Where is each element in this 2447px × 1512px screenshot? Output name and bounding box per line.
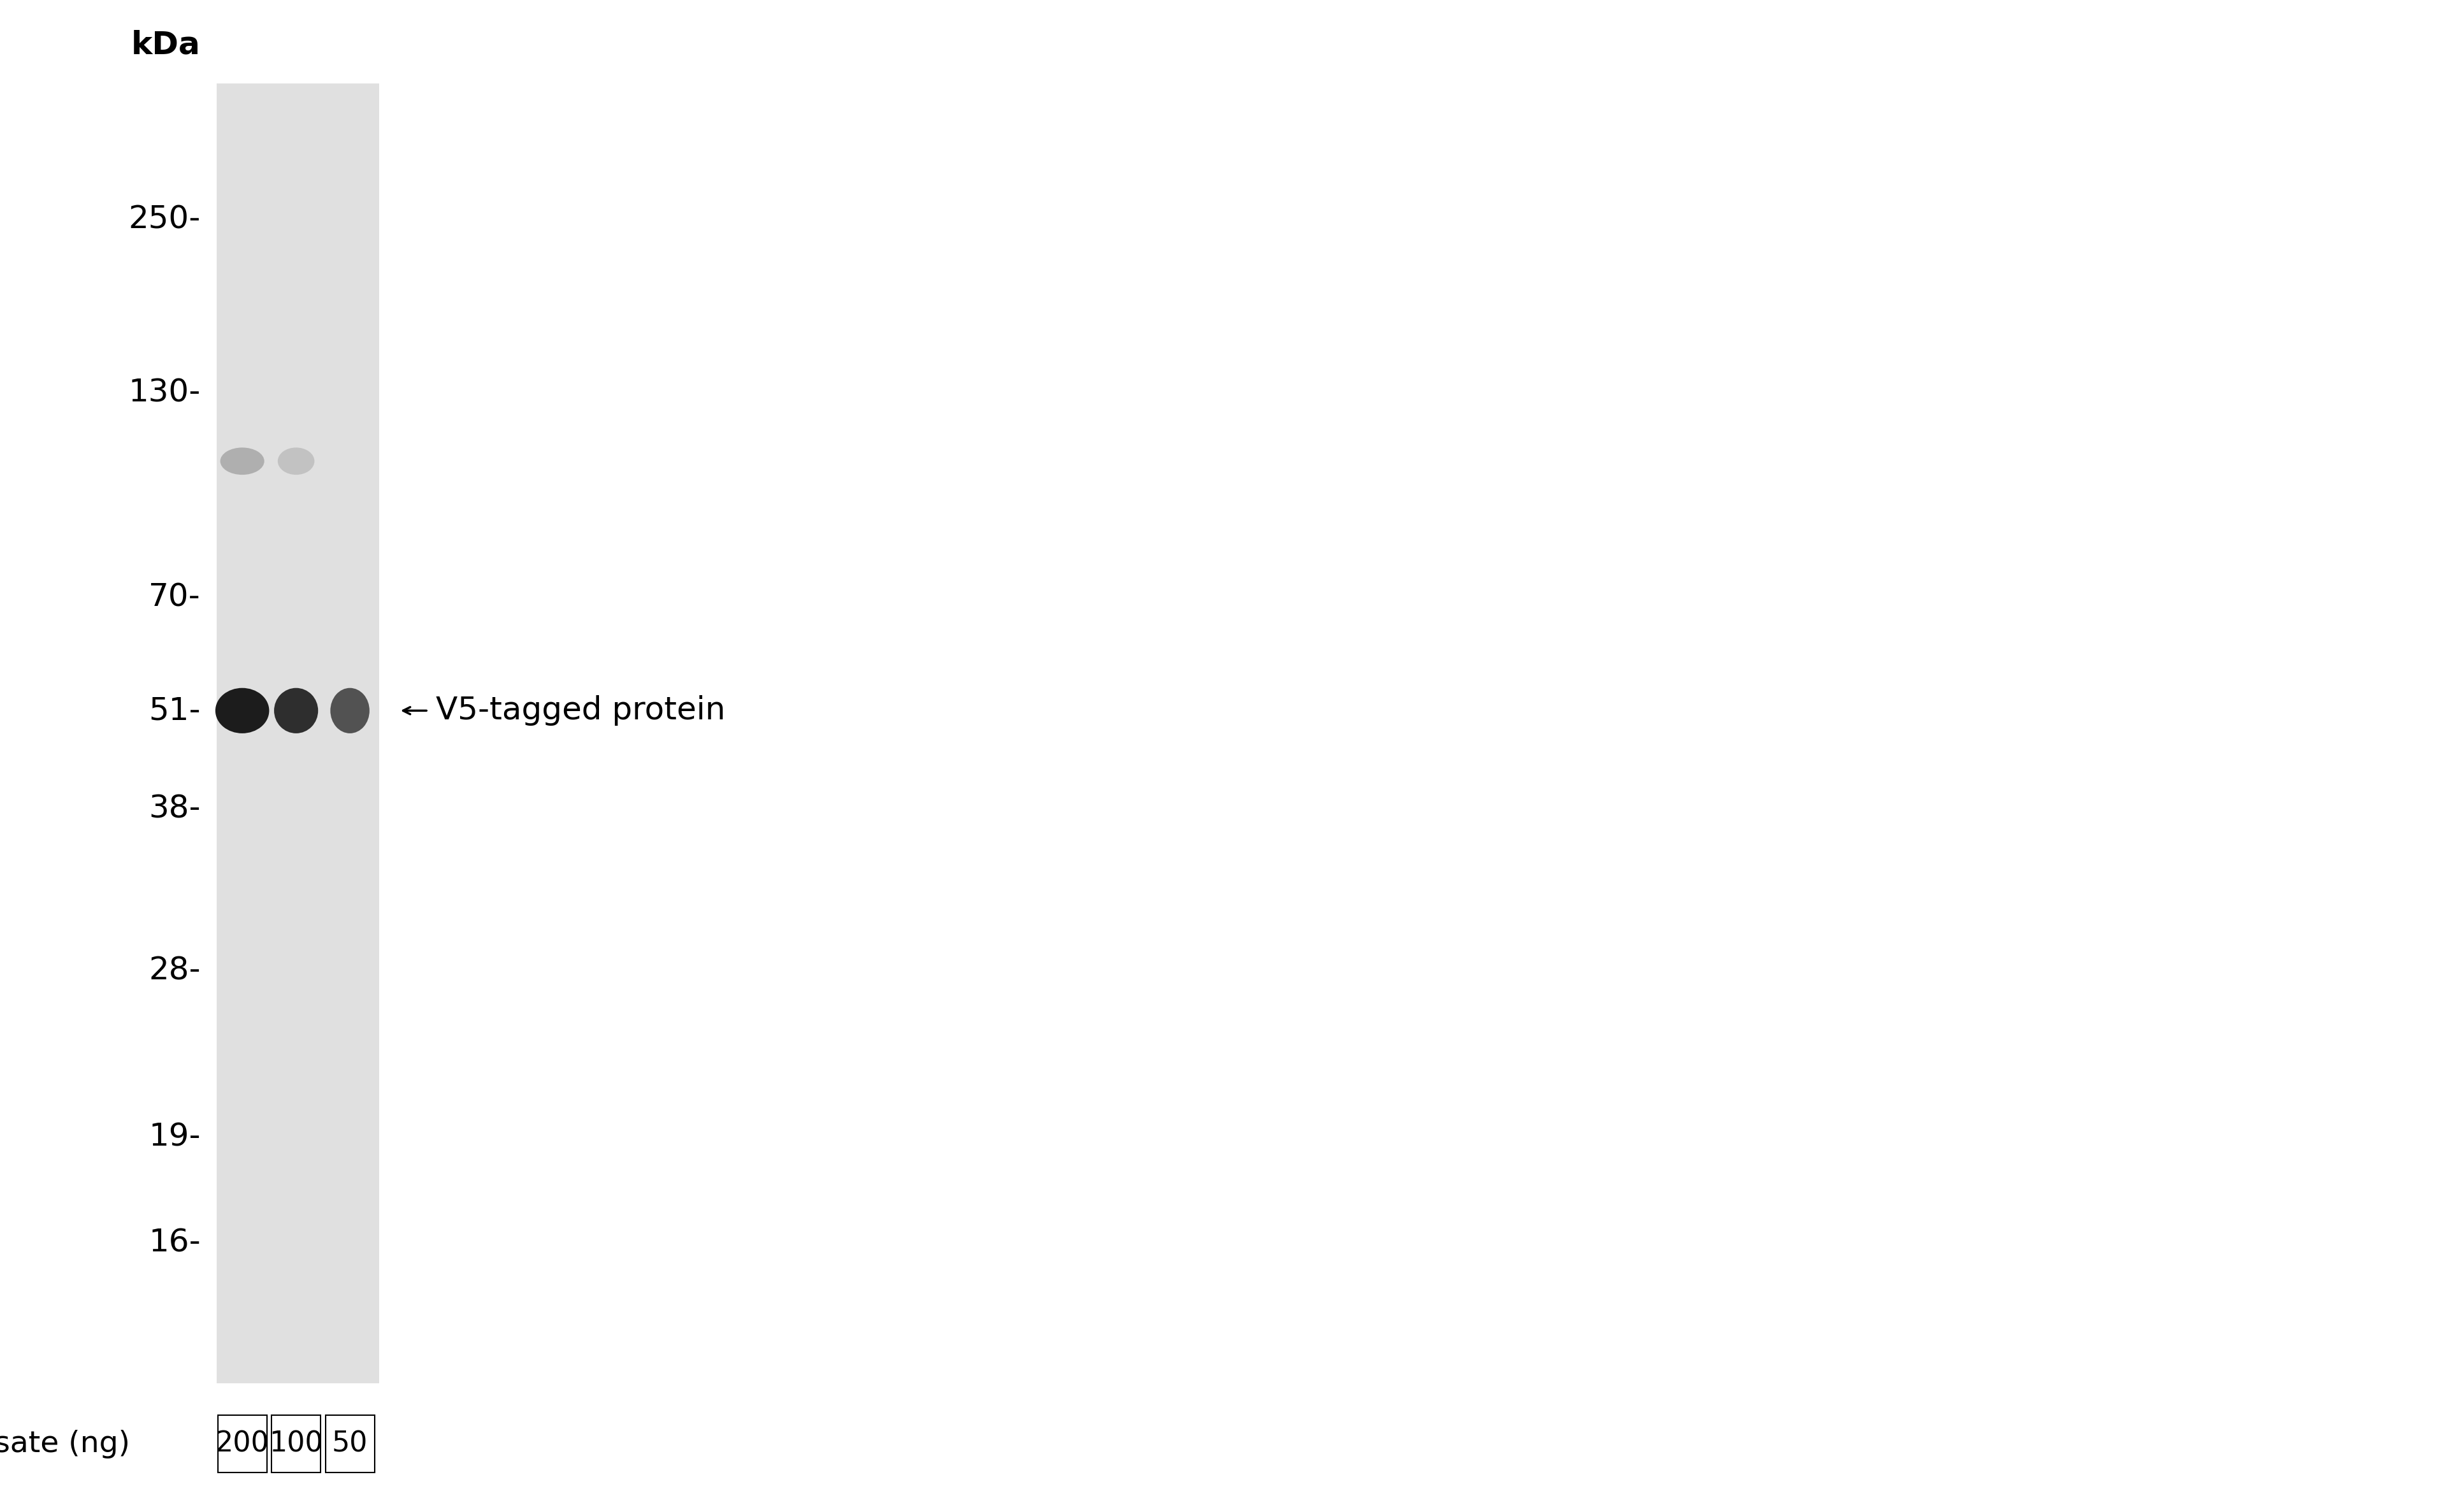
Text: kDa: kDa bbox=[132, 30, 201, 60]
Text: 200: 200 bbox=[215, 1430, 269, 1458]
Ellipse shape bbox=[277, 448, 313, 475]
Bar bbox=[215, 83, 379, 1383]
Bar bbox=[218, 1415, 267, 1473]
Text: 70-: 70- bbox=[149, 582, 201, 612]
Text: 250-: 250- bbox=[127, 204, 201, 234]
Text: V5-tagged protein: V5-tagged protein bbox=[436, 696, 724, 726]
Bar bbox=[325, 1415, 374, 1473]
Text: 50: 50 bbox=[333, 1430, 367, 1458]
Text: 100: 100 bbox=[269, 1430, 323, 1458]
Text: 16-: 16- bbox=[149, 1228, 201, 1258]
Ellipse shape bbox=[215, 688, 269, 733]
Text: E. coli lysate (ng): E. coli lysate (ng) bbox=[0, 1430, 130, 1458]
Ellipse shape bbox=[330, 688, 369, 733]
Text: 51-: 51- bbox=[149, 696, 201, 726]
Ellipse shape bbox=[274, 688, 318, 733]
Bar bbox=[272, 1415, 321, 1473]
Ellipse shape bbox=[220, 448, 264, 475]
Text: 38-: 38- bbox=[149, 794, 201, 824]
Text: 130-: 130- bbox=[127, 378, 201, 408]
Text: 28-: 28- bbox=[149, 956, 201, 986]
Text: 19-: 19- bbox=[149, 1122, 201, 1152]
